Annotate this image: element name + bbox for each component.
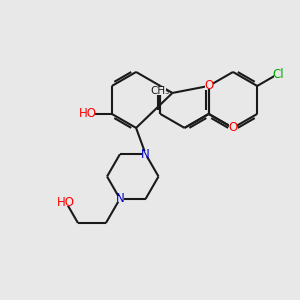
Bar — [116, 196, 124, 202]
Text: HO: HO — [79, 107, 97, 120]
Text: HO: HO — [57, 196, 75, 209]
Text: O: O — [204, 80, 213, 92]
Text: CH₃: CH₃ — [151, 86, 170, 96]
Bar — [81, 110, 95, 118]
Bar — [205, 82, 213, 89]
Text: O: O — [228, 122, 238, 134]
Bar — [154, 88, 167, 94]
Bar — [274, 70, 282, 78]
Bar — [59, 199, 74, 206]
Text: N: N — [116, 192, 124, 205]
Bar — [229, 124, 237, 131]
Bar — [142, 151, 149, 158]
Text: N: N — [141, 148, 150, 161]
Text: Cl: Cl — [272, 68, 284, 81]
